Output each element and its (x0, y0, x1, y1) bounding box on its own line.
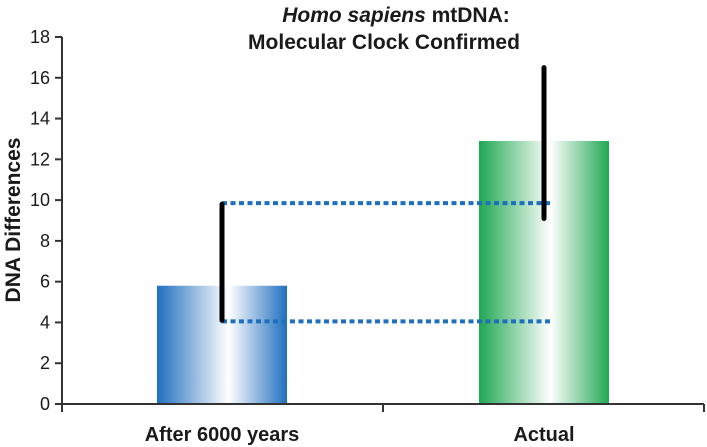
y-tick-label-8: 8 (40, 231, 50, 251)
y-tick-label-4: 4 (40, 312, 50, 332)
y-tick-label-2: 2 (40, 353, 50, 373)
y-axis-label: DNA Differences (2, 138, 25, 303)
chart-title-rest: mtDNA: (426, 4, 510, 27)
chart-subtitle: Molecular Clock Confirmed (248, 31, 520, 54)
reference-lines-layer (222, 201, 552, 324)
axes-layer (61, 37, 705, 412)
bars-layer (157, 140, 609, 404)
category-label-2: Actual (513, 424, 574, 446)
y-tick-label-10: 10 (30, 190, 50, 210)
category-labels-layer: After 6000 years Actual (145, 424, 575, 446)
y-tick-label-16: 16 (30, 68, 50, 88)
y-ticks-layer: 0 2 4 6 8 10 12 14 16 18 (30, 27, 62, 414)
chart-title: Homo sapiens mtDNA: (282, 4, 510, 27)
error-bars-layer (219, 65, 547, 323)
y-tick-label-14: 14 (30, 109, 50, 129)
y-tick-label-18: 18 (30, 27, 50, 47)
category-label-1: After 6000 years (145, 424, 300, 446)
y-tick-label-6: 6 (40, 272, 50, 292)
y-tick-label-0: 0 (40, 394, 50, 414)
y-tick-label-12: 12 (30, 149, 50, 169)
chart-title-italic: Homo sapiens (282, 4, 426, 27)
